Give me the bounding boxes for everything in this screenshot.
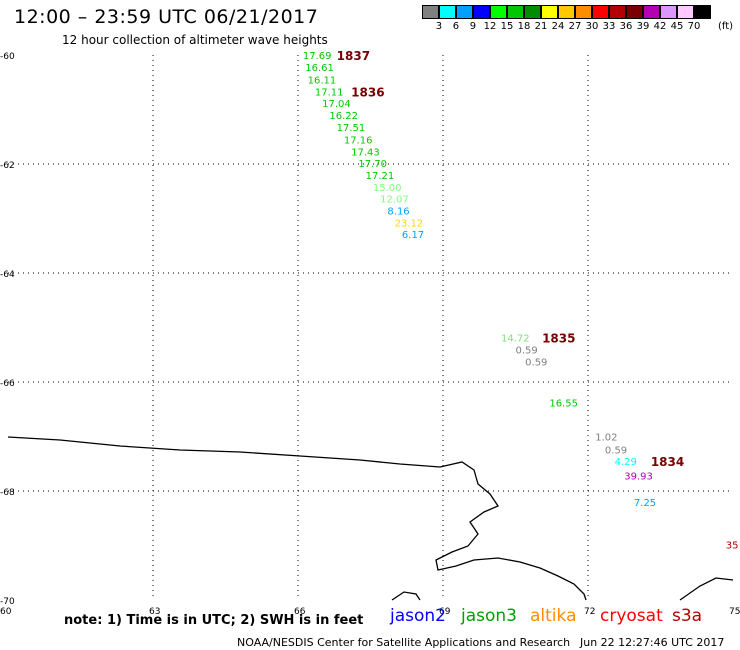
wave-height-label: 0.59 (525, 357, 547, 368)
footer-timestamp: Jun 22 12:27:46 UTC 2017 (580, 636, 725, 649)
lat-tick-label: -70 (0, 597, 15, 607)
legend-swatch (456, 5, 473, 19)
lon-tick-label: 72 (584, 607, 595, 617)
legend-swatches (422, 5, 711, 19)
map-subtitle: 12 hour collection of altimeter wave hei… (62, 33, 328, 47)
wave-height-label: 16.11 (308, 76, 337, 87)
wave-height-label: 0.59 (516, 345, 538, 356)
wave-height-label: 16.22 (329, 111, 358, 122)
wave-height-legend: 3 6 9 12 15 18 21 24 27 30 33 36 39 42 45 70 (422, 5, 711, 33)
legend-label: 9 (469, 21, 477, 32)
satellite-jason3: jason3 (461, 606, 517, 626)
legend-swatch (490, 5, 507, 19)
legend-label: 21 (534, 21, 548, 32)
legend-swatch (558, 5, 575, 19)
wave-height-label: 35 (726, 540, 739, 551)
wave-height-label: 17.69 (303, 51, 332, 62)
wave-height-label: 17.51 (337, 123, 366, 134)
legend-swatch (439, 5, 456, 19)
legend-swatch (541, 5, 558, 19)
legend-label: 45 (670, 21, 684, 32)
pass-number-label: 1834 (651, 455, 684, 469)
lon-tick-label: 66 (294, 607, 306, 617)
legend-label: 18 (517, 21, 531, 32)
lat-tick-label: -66 (0, 379, 15, 389)
wave-height-label: 17.11 (315, 88, 344, 99)
wave-height-label: 39.93 (624, 472, 653, 483)
map-title: 12:00 – 23:59 UTC 06/21/2017 (14, 6, 319, 28)
wave-height-label: 12.07 (380, 194, 409, 205)
wave-height-label: 6.17 (402, 230, 424, 241)
wave-height-label: 17.16 (344, 135, 373, 146)
wave-height-label: 16.61 (305, 63, 334, 74)
lon-tick-label: 69 (439, 607, 451, 617)
wave-height-label: 17.70 (358, 159, 387, 170)
lon-tick-label: 75 (729, 607, 740, 617)
legend-label: 3 (435, 21, 443, 32)
legend-label: 12 (483, 21, 497, 32)
wave-height-label: 1.02 (595, 433, 617, 444)
legend-swatch (626, 5, 643, 19)
legend-label: 6 (452, 21, 460, 32)
coastline (7, 436, 734, 601)
wave-height-label: 17.43 (351, 147, 380, 158)
wave-height-label: 14.72 (501, 333, 530, 344)
legend-label: 39 (636, 21, 650, 32)
satellite-cryosat: cryosat (600, 606, 663, 626)
legend-swatch (694, 5, 711, 19)
legend-label: 24 (551, 21, 565, 32)
legend-swatch (422, 5, 439, 19)
lon-tick-label: 60 (0, 607, 12, 617)
wave-height-label: 15.00 (373, 183, 402, 194)
wave-height-label: 0.59 (605, 446, 627, 457)
legend-label: 15 (500, 21, 514, 32)
footer-note: note: 1) Time is in UTC; 2) SWH is in fe… (64, 613, 364, 628)
legend-labels: 3 6 9 12 15 18 21 24 27 30 33 36 39 42 45 70 (422, 19, 711, 33)
lat-tick-label: -64 (0, 270, 15, 280)
legend-swatch (507, 5, 524, 19)
legend-label: 36 (619, 21, 633, 32)
wave-height-label: 7.25 (634, 498, 656, 509)
wave-height-label: 8.16 (387, 206, 409, 217)
wave-height-label: 4.29 (615, 457, 637, 468)
satellite-s3a: s3a (672, 606, 703, 626)
wave-height-label: 23.12 (395, 218, 424, 229)
legend-label: 70 (687, 21, 701, 32)
satellite-altika: altika (530, 606, 577, 626)
legend-swatch (660, 5, 677, 19)
legend-unit: (ft) (718, 21, 734, 32)
legend-swatch (677, 5, 694, 19)
legend-swatch (575, 5, 592, 19)
legend-swatch (473, 5, 490, 19)
legend-swatch (643, 5, 660, 19)
pass-number-label: 1837 (337, 49, 370, 63)
lat-tick-label: -68 (0, 488, 15, 498)
legend-swatch (609, 5, 626, 19)
legend-label: 33 (602, 21, 616, 32)
wave-height-label: 17.21 (366, 171, 395, 182)
lat-tick-label: -62 (0, 161, 15, 171)
wave-height-label: 16.55 (549, 399, 578, 410)
legend-label: 27 (568, 21, 582, 32)
lat-tick-label: -60 (0, 52, 15, 62)
wave-height-label: 17.04 (322, 99, 351, 110)
pass-number-label: 1836 (351, 86, 384, 100)
satellite-jason2: jason2 (390, 606, 446, 626)
legend-label: 42 (653, 21, 667, 32)
pass-number-label: 1835 (542, 331, 575, 345)
legend-label: 30 (585, 21, 599, 32)
legend-swatch (592, 5, 609, 19)
lon-tick-label: 63 (149, 607, 160, 617)
footer-credit: NOAA/NESDIS Center for Satellite Applica… (237, 636, 571, 649)
legend-swatch (524, 5, 541, 19)
